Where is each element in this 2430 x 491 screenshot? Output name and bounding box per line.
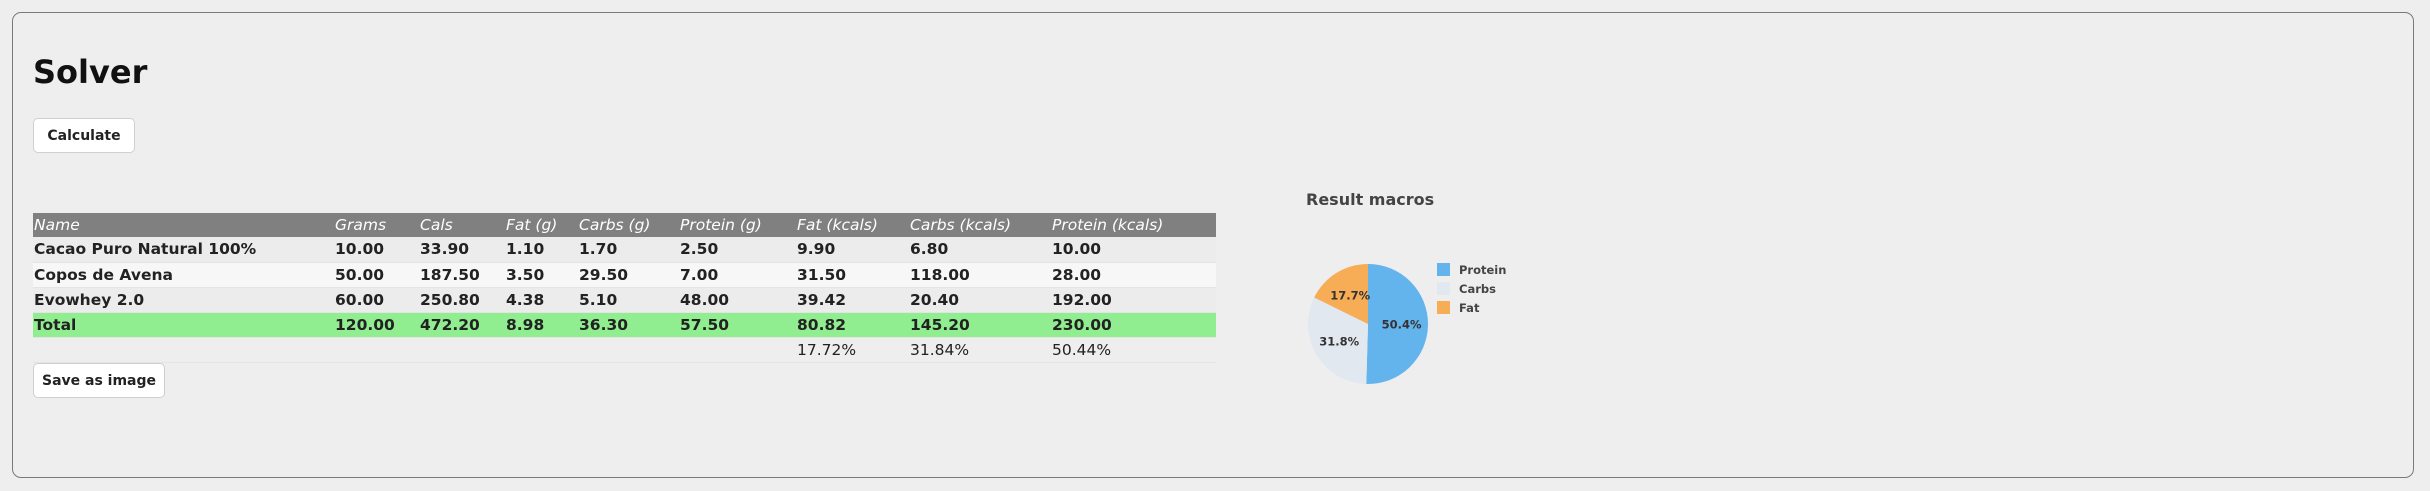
cell-fat-kcals: 39.42	[796, 287, 909, 313]
pct-empty	[33, 337, 334, 363]
cell-cals: 187.50	[419, 262, 505, 288]
total-label: Total	[33, 312, 334, 338]
pct-empty	[419, 337, 505, 363]
macros-table: Name Grams Cals Fat (g) Carbs (g) Protei…	[33, 213, 1216, 363]
pct-empty	[505, 337, 578, 363]
cell-protein-kcals: 192.00	[1051, 287, 1216, 313]
cell-fat-kcals: 9.90	[796, 237, 909, 263]
cell-carbs-g: 5.10	[578, 287, 679, 313]
cell-name: Cacao Puro Natural 100%	[33, 237, 334, 263]
column-header: Fat (kcals)	[796, 213, 909, 237]
total-protein-g: 57.50	[679, 312, 796, 338]
pct-empty	[334, 337, 419, 363]
legend-label: Fat	[1459, 300, 1480, 315]
column-header: Name	[33, 213, 334, 237]
cell-carbs-kcals: 20.40	[909, 287, 1051, 313]
cell-protein-kcals: 10.00	[1051, 237, 1216, 263]
calculate-button[interactable]: Calculate	[33, 118, 135, 153]
pie-label-fat: 17.7%	[1330, 288, 1370, 302]
cell-fat-g: 1.10	[505, 237, 578, 263]
pct-carbs: 31.84%	[909, 337, 1051, 363]
total-cals: 472.20	[419, 312, 505, 338]
column-header: Fat (g)	[505, 213, 578, 237]
cell-grams: 10.00	[334, 237, 419, 263]
pct-empty	[578, 337, 679, 363]
cell-carbs-g: 1.70	[578, 237, 679, 263]
cell-carbs-kcals: 6.80	[909, 237, 1051, 263]
pie-slice-carbs	[1308, 297, 1368, 384]
column-header: Cals	[419, 213, 505, 237]
cell-protein-g: 48.00	[679, 287, 796, 313]
cell-fat-g: 3.50	[505, 262, 578, 288]
total-protein-kcals: 230.00	[1051, 312, 1216, 338]
column-header: Grams	[334, 213, 419, 237]
legend-swatch	[1437, 301, 1450, 314]
column-header: Protein (g)	[679, 213, 796, 237]
legend-swatch	[1437, 282, 1450, 295]
cell-grams: 50.00	[334, 262, 419, 288]
pie-slice-protein	[1366, 264, 1428, 384]
cell-name: Copos de Avena	[33, 262, 334, 288]
total-row: Total 120.00 472.20 8.98 36.30 57.50 80.…	[33, 312, 1216, 338]
pie-slice-fat	[1314, 264, 1368, 324]
cell-grams: 60.00	[334, 287, 419, 313]
pct-empty	[679, 337, 796, 363]
pct-protein: 50.44%	[1051, 337, 1216, 363]
total-carbs-g: 36.30	[578, 312, 679, 338]
cell-cals: 250.80	[419, 287, 505, 313]
total-fat-g: 8.98	[505, 312, 578, 338]
table-row: Cacao Puro Natural 100% 10.00 33.90 1.10…	[33, 237, 1216, 263]
chart-legend: Protein Carbs Fat	[1437, 260, 1506, 317]
table-row: Copos de Avena 50.00 187.50 3.50 29.50 7…	[33, 262, 1216, 288]
total-carbs-kcals: 145.20	[909, 312, 1051, 338]
solver-panel: Solver Calculate Name Grams Cals Fat (g)…	[12, 12, 2414, 478]
table-header-row: Name Grams Cals Fat (g) Carbs (g) Protei…	[33, 213, 1216, 237]
column-header: Carbs (kcals)	[909, 213, 1051, 237]
legend-label: Carbs	[1459, 281, 1496, 296]
column-header: Protein (kcals)	[1051, 213, 1216, 237]
table-row: Evowhey 2.0 60.00 250.80 4.38 5.10 48.00…	[33, 287, 1216, 313]
page-title: Solver	[33, 53, 148, 91]
pie-label-carbs: 31.8%	[1319, 334, 1359, 348]
macros-pie-chart: 50.4% 31.8% 17.7%	[1308, 264, 1428, 384]
chart-title: Result macros	[1306, 190, 1435, 209]
cell-name: Evowhey 2.0	[33, 287, 334, 313]
total-grams: 120.00	[334, 312, 419, 338]
cell-protein-kcals: 28.00	[1051, 262, 1216, 288]
cell-fat-kcals: 31.50	[796, 262, 909, 288]
cell-carbs-g: 29.50	[578, 262, 679, 288]
legend-item-fat[interactable]: Fat	[1437, 298, 1506, 317]
total-fat-kcals: 80.82	[796, 312, 909, 338]
legend-swatch	[1437, 263, 1450, 276]
save-as-image-button[interactable]: Save as image	[33, 363, 165, 398]
cell-protein-g: 2.50	[679, 237, 796, 263]
legend-label: Protein	[1459, 262, 1507, 277]
cell-carbs-kcals: 118.00	[909, 262, 1051, 288]
cell-protein-g: 7.00	[679, 262, 796, 288]
pct-fat: 17.72%	[796, 337, 909, 363]
cell-cals: 33.90	[419, 237, 505, 263]
column-header: Carbs (g)	[578, 213, 679, 237]
cell-fat-g: 4.38	[505, 287, 578, 313]
legend-item-carbs[interactable]: Carbs	[1437, 279, 1506, 298]
pie-label-protein: 50.4%	[1382, 317, 1422, 331]
legend-item-protein[interactable]: Protein	[1437, 260, 1506, 279]
percentage-row: 17.72% 31.84% 50.44%	[33, 337, 1216, 363]
